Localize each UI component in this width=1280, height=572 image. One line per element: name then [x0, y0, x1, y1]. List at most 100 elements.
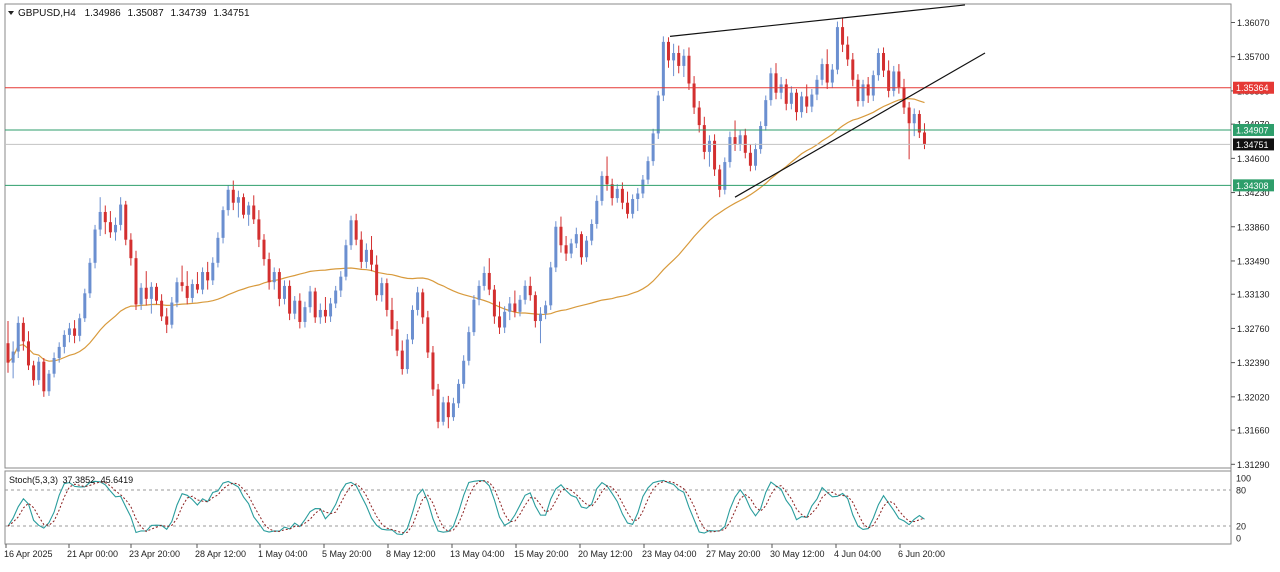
stochastic-scale-label: 20 — [1236, 522, 1246, 532]
candle-body — [83, 293, 87, 319]
candle-body — [477, 285, 481, 300]
price-tick-label: 1.32390 — [1237, 358, 1270, 368]
candle-body — [426, 317, 430, 353]
candle-body — [615, 188, 619, 199]
candle-body — [400, 350, 404, 370]
chart-header: GBPUSD,H4 1.34986 1.35087 1.34739 1.3475… — [8, 8, 250, 19]
candle-body — [585, 240, 589, 258]
candle-body — [293, 300, 297, 314]
candle-body — [108, 222, 112, 233]
high-value: 1.35087 — [128, 8, 165, 19]
candle-body — [866, 84, 870, 96]
price-level-tag-label: 1.34308 — [1236, 181, 1269, 191]
stochastic-layer — [5, 479, 1231, 536]
candle-body — [815, 79, 819, 95]
candle-body — [892, 71, 896, 91]
candle-body — [661, 41, 665, 96]
time-tick-label: 5 May 20:00 — [322, 549, 372, 559]
time-tick-label: 8 May 12:00 — [386, 549, 436, 559]
candle-body — [574, 234, 578, 244]
candle-body — [303, 307, 307, 322]
candle-body — [702, 125, 706, 152]
candle-body — [503, 311, 507, 328]
candle-body — [385, 283, 389, 310]
price-level-tag — [1233, 179, 1274, 192]
time-tick-label: 28 Apr 12:00 — [195, 549, 246, 559]
candle-body — [354, 220, 358, 240]
candle-body — [364, 249, 368, 262]
time-tick-label: 27 May 20:00 — [706, 549, 761, 559]
candle-body — [912, 113, 916, 124]
candle-body — [441, 402, 445, 422]
candle-body — [257, 219, 261, 240]
price-tick-label: 1.34230 — [1237, 188, 1270, 198]
candle-body — [339, 276, 343, 291]
candle-body — [344, 245, 348, 277]
candle-body — [334, 290, 338, 304]
candle-body — [170, 302, 174, 325]
candle-body — [395, 329, 399, 351]
time-tick-label: 16 Apr 2025 — [4, 549, 53, 559]
price-tick-label: 1.36070 — [1237, 18, 1270, 28]
candle-body — [810, 94, 814, 107]
candle-body — [544, 305, 548, 314]
candle-body — [769, 73, 773, 101]
candle-body — [16, 322, 20, 352]
candle-body — [88, 262, 92, 294]
candle-body — [677, 52, 681, 66]
candle-body — [533, 295, 537, 322]
candle-body — [738, 135, 742, 145]
candle-body — [651, 133, 655, 162]
candle-body — [124, 204, 128, 240]
triangle-down-icon[interactable] — [8, 11, 14, 15]
candle-body — [390, 309, 394, 330]
candle-body — [175, 282, 179, 303]
price-level-tag-label: 1.35364 — [1236, 83, 1269, 93]
candle-body — [610, 184, 614, 199]
candle-body — [590, 223, 594, 241]
candle-body — [380, 283, 384, 296]
time-tick-label: 23 Apr 20:00 — [129, 549, 180, 559]
candle-body — [646, 161, 650, 180]
candle-body — [288, 285, 292, 314]
candle-body — [349, 220, 353, 246]
candle-body — [559, 226, 563, 246]
candle-body — [846, 44, 850, 60]
time-tick-label: 1 May 04:00 — [258, 549, 308, 559]
stochastic-scale-label: 0 — [1236, 534, 1241, 544]
candle-body — [11, 351, 15, 363]
candle-body — [114, 224, 118, 233]
trendline[interactable] — [734, 52, 986, 198]
candle-body — [42, 361, 46, 392]
trendline[interactable] — [669, 4, 966, 37]
candle-body — [313, 291, 317, 318]
candle-body — [508, 303, 512, 312]
candle-body — [794, 92, 798, 113]
candle-body — [733, 137, 737, 145]
candle-body — [318, 309, 322, 318]
candle-body — [748, 152, 752, 166]
candle-body — [917, 113, 921, 133]
stochastic-scale-label: 100 — [1236, 474, 1251, 484]
candle-body — [405, 339, 409, 370]
candle-body — [98, 211, 102, 230]
candle-body — [446, 402, 450, 418]
price-level-tag-label: 1.34751 — [1236, 140, 1269, 150]
candle-body — [462, 360, 466, 384]
candle-body — [67, 328, 71, 335]
horizontal-levels-layer[interactable] — [5, 87, 1231, 186]
candle-body — [272, 272, 276, 283]
candle-body — [789, 92, 793, 104]
candle-body — [800, 96, 804, 113]
candle-body — [897, 71, 901, 88]
candle-body — [887, 70, 891, 91]
time-tick-label: 4 Jun 04:00 — [834, 549, 881, 559]
trendlines-layer[interactable] — [669, 4, 986, 198]
candle-body — [26, 341, 30, 366]
candle-body — [472, 299, 476, 333]
price-tick-label: 1.34600 — [1237, 154, 1270, 164]
candle-body — [221, 210, 225, 238]
